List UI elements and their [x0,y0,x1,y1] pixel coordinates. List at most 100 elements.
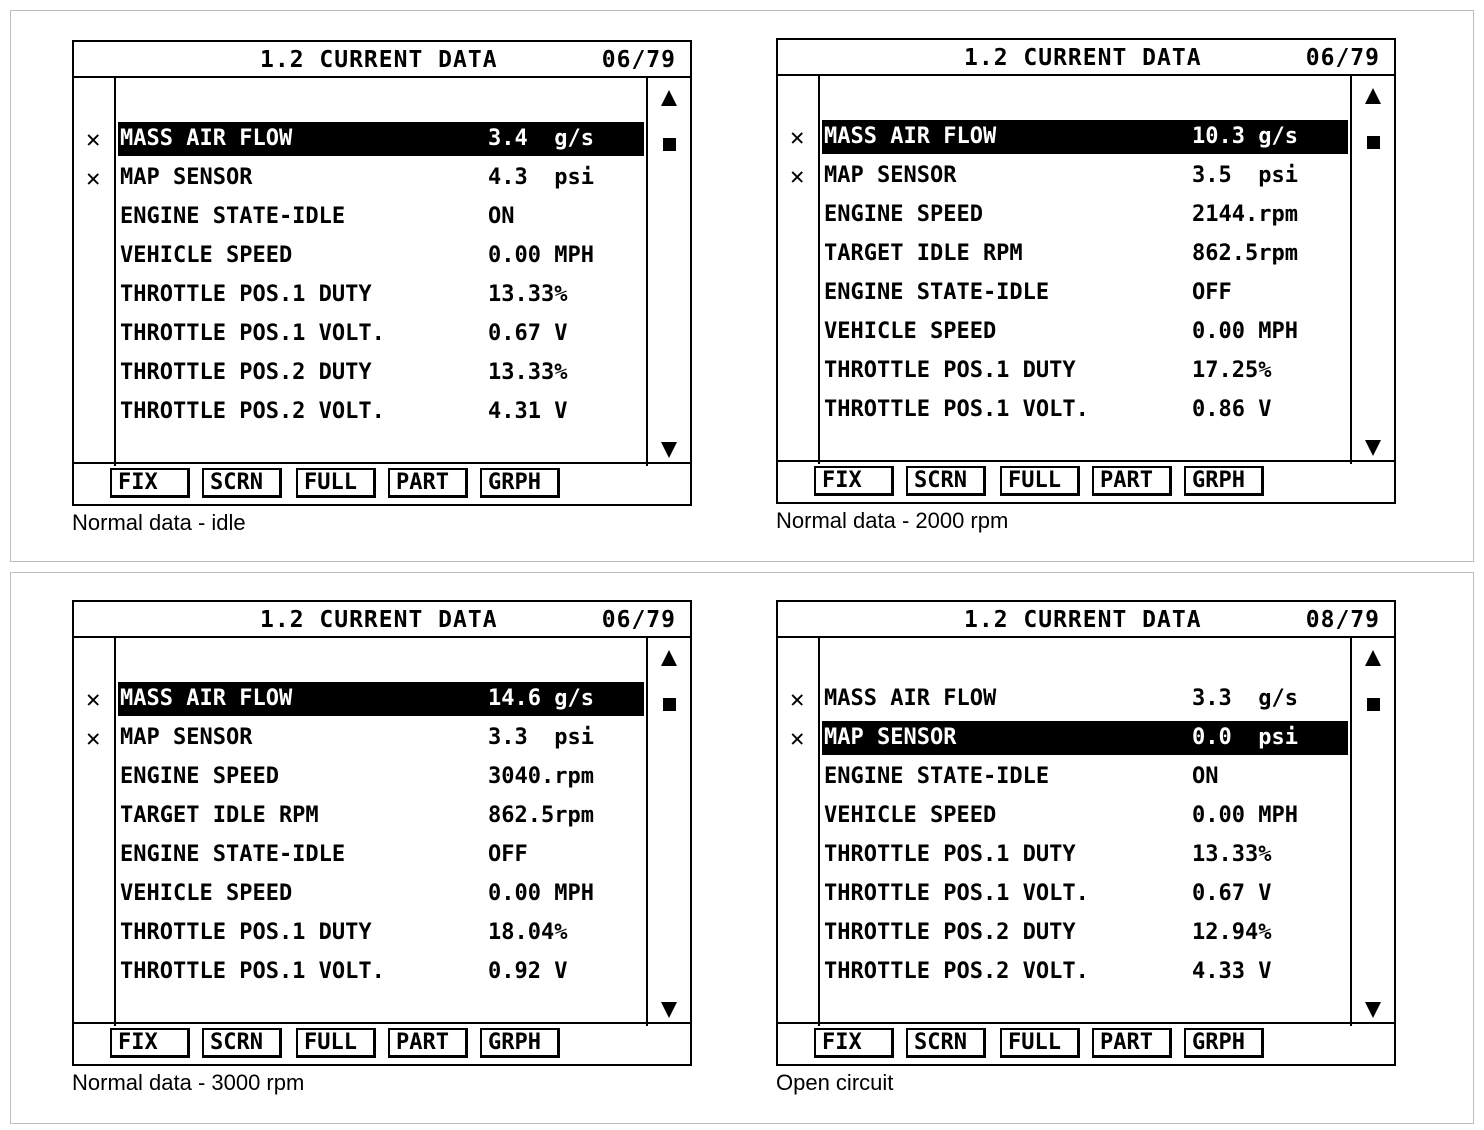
marker-column [74,78,116,466]
sensor-value: 0.00 MPH [488,881,594,906]
scroll-down-icon[interactable] [1365,440,1381,456]
scrn-button[interactable]: SCRN [202,1028,282,1058]
scan-tool-screen: 1.2 CURRENT DATA 06/79 MASS AIR FLOW 10.3 g… [776,38,1396,504]
scroll-down-icon[interactable] [1365,1002,1381,1018]
data-row[interactable]: THROTTLE POS.2 VOLT. 4.33 V [822,955,1348,989]
part-button[interactable]: PART [1092,466,1172,496]
marker-column [778,638,820,1026]
scroll-thumb[interactable] [1367,136,1380,149]
data-row[interactable]: ENGINE STATE-IDLE ON [822,760,1348,794]
data-row[interactable]: MASS AIR FLOW 10.3 g/s [822,120,1348,154]
screen-header: 1.2 CURRENT DATA 06/79 [74,42,690,78]
data-row[interactable]: MAP SENSOR 3.3 psi [118,721,644,755]
grph-button[interactable]: GRPH [480,468,560,498]
data-row[interactable]: THROTTLE POS.1 VOLT. 0.67 V [118,317,644,351]
part-button[interactable]: PART [388,468,468,498]
scrollbar[interactable] [646,638,690,1026]
sensor-label: MAP SENSOR [824,163,957,188]
sensor-value: 0.0 psi [1192,725,1298,750]
scroll-thumb[interactable] [663,698,676,711]
data-row[interactable]: VEHICLE SPEED 0.00 MPH [118,877,644,911]
fix-button[interactable]: FIX [110,1028,190,1058]
function-key-bar: FIX SCRN FULL PART GRPH [74,462,690,504]
scrollbar[interactable] [646,78,690,466]
data-row[interactable]: THROTTLE POS.1 DUTY 17.25% [822,354,1348,388]
fixed-marker-icon: ✕ [86,164,101,192]
data-row[interactable]: THROTTLE POS.1 DUTY 13.33% [822,838,1348,872]
data-row[interactable]: MASS AIR FLOW 3.3 g/s [822,682,1348,716]
part-button[interactable]: PART [1092,1028,1172,1058]
screen-header: 1.2 CURRENT DATA 06/79 [778,40,1394,76]
scroll-thumb[interactable] [1367,698,1380,711]
data-row[interactable]: THROTTLE POS.2 DUTY 13.33% [118,356,644,390]
scroll-down-icon[interactable] [661,442,677,458]
data-row[interactable]: VEHICLE SPEED 0.00 MPH [118,239,644,273]
data-row[interactable]: THROTTLE POS.2 DUTY 12.94% [822,916,1348,950]
sensor-label: ENGINE STATE-IDLE [120,204,346,229]
full-button[interactable]: FULL [1000,466,1080,496]
screen-title: 1.2 CURRENT DATA [260,607,498,633]
data-row[interactable]: THROTTLE POS.1 VOLT. 0.67 V [822,877,1348,911]
sensor-value: 3.3 psi [488,725,594,750]
sensor-label: MAP SENSOR [120,725,253,750]
scroll-up-icon[interactable] [661,90,677,106]
data-row[interactable]: ENGINE SPEED 2144.rpm [822,198,1348,232]
scan-tool-panel: 1.2 CURRENT DATA 06/79 MASS AIR FLOW 10.3 g… [776,38,1398,544]
data-row[interactable]: MAP SENSOR 4.3 psi [118,161,644,195]
sensor-label: THROTTLE POS.1 DUTY [120,920,372,945]
data-row[interactable]: ENGINE STATE-IDLE OFF [822,276,1348,310]
sensor-value: 4.31 V [488,399,568,424]
data-row[interactable]: THROTTLE POS.1 VOLT. 0.86 V [822,393,1348,427]
sensor-value: 4.3 psi [488,165,594,190]
grph-button[interactable]: GRPH [1184,466,1264,496]
data-row[interactable]: THROTTLE POS.1 DUTY 18.04% [118,916,644,950]
data-row[interactable]: TARGET IDLE RPM 862.5rpm [118,799,644,833]
scroll-up-icon[interactable] [661,650,677,666]
scrn-button[interactable]: SCRN [906,466,986,496]
fix-button[interactable]: FIX [814,1028,894,1058]
sensor-label: MASS AIR FLOW [120,686,293,711]
sensor-label: THROTTLE POS.2 DUTY [120,360,372,385]
sensor-label: MASS AIR FLOW [824,686,997,711]
full-button[interactable]: FULL [1000,1028,1080,1058]
screen-header: 1.2 CURRENT DATA 06/79 [74,602,690,638]
scrn-button[interactable]: SCRN [202,468,282,498]
data-row[interactable]: MAP SENSOR 3.5 psi [822,159,1348,193]
data-row[interactable]: TARGET IDLE RPM 862.5rpm [822,237,1348,271]
data-row[interactable]: THROTTLE POS.1 DUTY 13.33% [118,278,644,312]
scan-tool-screen: 1.2 CURRENT DATA 08/79 MASS AIR FLOW 3.3 g/… [776,600,1396,1066]
sensor-value: 18.04% [488,920,568,945]
scroll-thumb[interactable] [663,138,676,151]
data-row[interactable]: ENGINE STATE-IDLE OFF [118,838,644,872]
sensor-value: OFF [1192,280,1232,305]
grph-button[interactable]: GRPH [1184,1028,1264,1058]
scroll-up-icon[interactable] [1365,88,1381,104]
sensor-label: THROTTLE POS.2 VOLT. [824,959,1089,984]
data-list: MASS AIR FLOW 3.3 g/s MAP SENSOR 0.0 psi ENG… [820,638,1352,1026]
data-row[interactable]: VEHICLE SPEED 0.00 MPH [822,315,1348,349]
data-row[interactable]: MAP SENSOR 0.0 psi [822,721,1348,755]
data-row[interactable]: VEHICLE SPEED 0.00 MPH [822,799,1348,833]
part-button[interactable]: PART [388,1028,468,1058]
scan-tool-screen: 1.2 CURRENT DATA 06/79 MASS AIR FLOW 3.4 g/… [72,40,692,506]
data-row[interactable]: THROTTLE POS.2 VOLT. 4.31 V [118,395,644,429]
data-row[interactable]: THROTTLE POS.1 VOLT. 0.92 V [118,955,644,989]
fix-button[interactable]: FIX [110,468,190,498]
data-row[interactable]: ENGINE STATE-IDLE ON [118,200,644,234]
full-button[interactable]: FULL [296,468,376,498]
data-row[interactable]: MASS AIR FLOW 14.6 g/s [118,682,644,716]
scrollbar[interactable] [1350,638,1394,1026]
grph-button[interactable]: GRPH [480,1028,560,1058]
sensor-value: 13.33% [488,282,568,307]
scroll-down-icon[interactable] [661,1002,677,1018]
page-counter: 08/79 [1305,607,1380,633]
scrollbar[interactable] [1350,76,1394,464]
scrn-button[interactable]: SCRN [906,1028,986,1058]
fix-button[interactable]: FIX [814,466,894,496]
data-row[interactable]: MASS AIR FLOW 3.4 g/s [118,122,644,156]
sensor-value: 2144.rpm [1192,202,1298,227]
scroll-up-icon[interactable] [1365,650,1381,666]
sensor-value: 0.92 V [488,959,568,984]
data-row[interactable]: ENGINE SPEED 3040.rpm [118,760,644,794]
full-button[interactable]: FULL [296,1028,376,1058]
